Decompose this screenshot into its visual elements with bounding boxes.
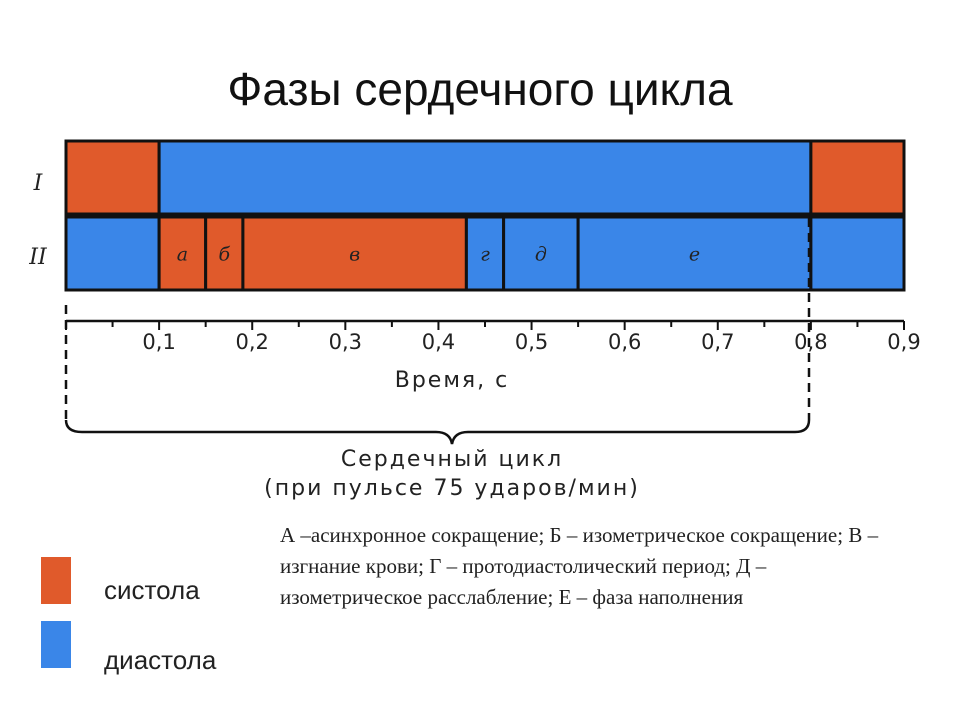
phase-segment-systole bbox=[64, 139, 161, 216]
segment-label: г bbox=[480, 244, 490, 266]
tick-label: 0,9 bbox=[887, 330, 920, 354]
segment-label: б bbox=[218, 244, 230, 266]
segment-label: д bbox=[535, 244, 547, 266]
cycle-sublabel: (при пульсе 75 ударов/мин) bbox=[264, 476, 640, 501]
segment-label: е bbox=[689, 244, 700, 266]
legend-label-diastole: диастола bbox=[104, 645, 217, 675]
segment-label: а bbox=[177, 244, 188, 266]
tick-label: 0,6 bbox=[608, 330, 641, 354]
phase-segment-systole bbox=[157, 215, 208, 292]
phase-segment-diastole bbox=[809, 215, 906, 292]
tick-label: 0,3 bbox=[329, 330, 362, 354]
tick-label: 0,8 bbox=[794, 330, 827, 354]
axis-title: Время, с bbox=[395, 368, 510, 393]
page-title: Фазы сердечного цикла bbox=[227, 63, 733, 115]
legend-swatch-systole bbox=[41, 557, 71, 604]
phase-description: А –асинхронное сокращение; Б – изометрич… bbox=[280, 523, 879, 609]
row-label: I bbox=[33, 171, 44, 196]
phase-bars: III а б в г д е bbox=[28, 139, 906, 292]
segment-label: в bbox=[349, 244, 360, 266]
time-axis: 0,1 0,2 0,3 0,4 0,5 0,6 0,7 0,8 0,9 bbox=[65, 319, 921, 354]
legend-label-systole: систола bbox=[104, 575, 200, 605]
tick-label: 0,1 bbox=[142, 330, 175, 354]
phase-segment-diastole bbox=[64, 215, 161, 292]
tick-label: 0,5 bbox=[515, 330, 548, 354]
cycle-brace bbox=[64, 419, 811, 445]
tick-label: 0,2 bbox=[236, 330, 269, 354]
phase-segment-diastole bbox=[157, 139, 813, 216]
phase-segment-systole bbox=[809, 139, 906, 216]
cycle-label: Сердечный цикл bbox=[341, 447, 563, 472]
tick-label: 0,7 bbox=[701, 330, 734, 354]
tick-label: 0,4 bbox=[422, 330, 455, 354]
row-label: II bbox=[28, 245, 48, 270]
legend-swatch-diastole bbox=[41, 621, 71, 668]
phase-segment-diastole bbox=[576, 215, 813, 292]
